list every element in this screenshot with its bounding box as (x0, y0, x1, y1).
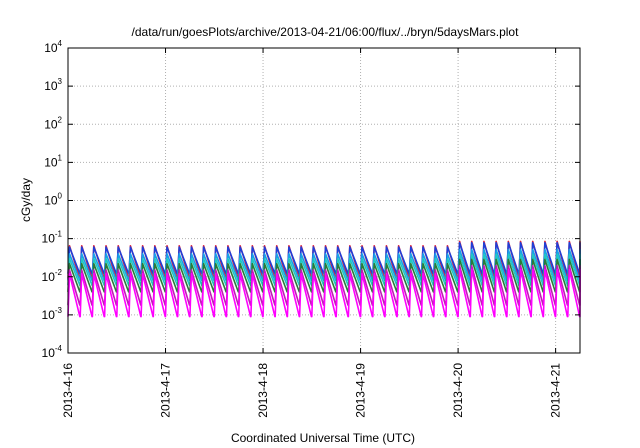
series-line-7 (67, 268, 581, 318)
x-tick-label: 2013-4-18 (256, 363, 270, 418)
x-tick-label: 2013-4-20 (451, 363, 465, 418)
ticks: 10-4 10-3 10-2 10-1 100 101 102 103 104 2013-4-16… (42, 39, 580, 418)
y-tick-label: 10-3 (42, 306, 63, 322)
y-axis-title: cGy/day (19, 178, 33, 222)
x-tick-label: 2013-4-19 (354, 363, 368, 418)
chart-title: /data/run/goesPlots/archive/2013-04-21/0… (132, 25, 520, 39)
y-tick-label: 103 (44, 77, 62, 93)
y-tick-label: 100 (44, 192, 62, 208)
y-tick-label: 104 (44, 39, 62, 55)
y-tick-label: 10-4 (42, 344, 63, 360)
y-tick-label: 10-2 (42, 268, 63, 284)
y-tick-label: 102 (44, 115, 62, 131)
x-axis-title: Coordinated Universal Time (UTC) (231, 431, 415, 445)
y-tick-label: 101 (44, 153, 62, 169)
series-group (67, 240, 581, 318)
x-tick-label: 2013-4-16 (61, 363, 75, 418)
y-tick-label: 10-1 (42, 230, 63, 246)
x-tick-label: 2013-4-17 (159, 363, 173, 418)
x-tick-label: 2013-4-21 (549, 363, 563, 418)
